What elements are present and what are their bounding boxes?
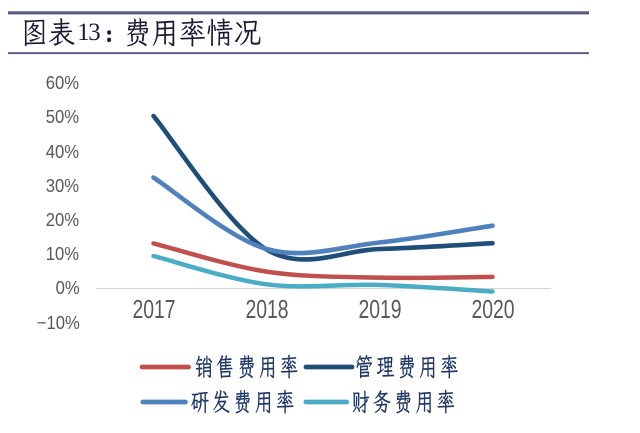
svg-text:13: 13 <box>77 19 100 46</box>
